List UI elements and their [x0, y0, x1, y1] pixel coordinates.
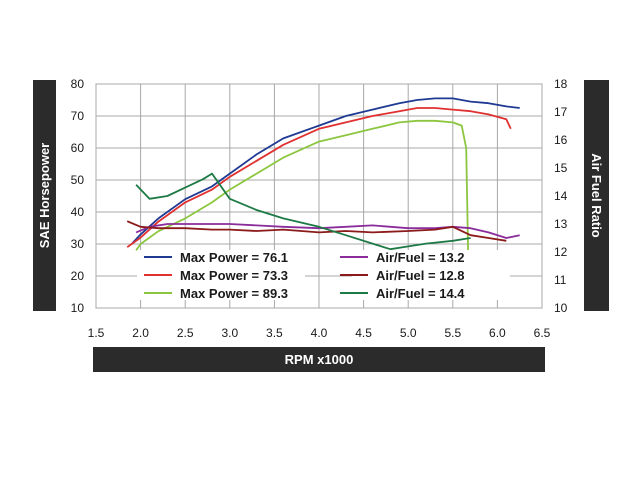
legend-label-5: Air/Fuel = 12.8 — [376, 268, 465, 283]
y-tick-label: 80 — [71, 77, 85, 91]
y2-tick-label: 17 — [554, 105, 568, 119]
x-tick-label: 5.0 — [400, 326, 417, 340]
legend-label-4: Air/Fuel = 13.2 — [376, 250, 465, 265]
series-line-5 — [126, 220, 507, 242]
series-line-3 — [135, 119, 470, 296]
legend-label-6: Air/Fuel = 14.4 — [376, 286, 465, 301]
right-axis-ticks: 10 11 12 13 14 15 16 17 18 — [554, 77, 568, 315]
x-tick-label: 4.0 — [311, 326, 328, 340]
x-axis-label: RPM x1000 — [284, 352, 354, 367]
y2-tick-label: 18 — [554, 77, 568, 91]
y-tick-label: 30 — [71, 237, 85, 251]
y-tick-label: 50 — [71, 173, 85, 187]
legend-label-2: Max Power = 73.3 — [180, 268, 288, 283]
x-tick-label: 6.0 — [489, 326, 506, 340]
x-tick-label: 2.0 — [132, 326, 149, 340]
y2-tick-label: 10 — [554, 301, 568, 315]
y-axis-label-band: SAE Horsepower — [33, 80, 56, 311]
series-line-4 — [135, 223, 520, 239]
y2-tick-label: 15 — [554, 161, 568, 175]
series-line-2 — [126, 107, 512, 248]
y-tick-label: 20 — [71, 269, 85, 283]
y2-tick-label: 11 — [554, 273, 567, 287]
x-tick-label: 3.5 — [266, 326, 283, 340]
x-tick-label: 1.5 — [88, 326, 105, 340]
series-line-1 — [131, 97, 520, 245]
x-tick-label: 6.5 — [534, 326, 551, 340]
y2-tick-label: 16 — [554, 133, 568, 147]
y2-axis-label: Air Fuel Ratio — [589, 153, 605, 238]
y-tick-label: 60 — [71, 141, 85, 155]
y-tick-label: 40 — [71, 205, 85, 219]
y2-tick-label: 12 — [554, 245, 568, 259]
y2-tick-label: 13 — [554, 217, 568, 231]
y-tick-label: 10 — [71, 301, 85, 315]
x-tick-label: 5.5 — [444, 326, 461, 340]
series-lines — [126, 97, 520, 296]
x-tick-label: 2.5 — [177, 326, 194, 340]
legend: Max Power = 76.1 Max Power = 73.3 Max Powe… — [137, 250, 510, 301]
x-tick-label: 3.0 — [221, 326, 238, 340]
legend-label-3: Max Power = 89.3 — [180, 286, 288, 301]
series-line-6 — [135, 172, 471, 251]
legend-label-1: Max Power = 76.1 — [180, 250, 288, 265]
legend-box-right — [352, 250, 510, 300]
left-axis-ticks: 10 20 30 40 50 60 70 80 — [71, 77, 85, 315]
y2-axis-label-band: Air Fuel Ratio — [584, 80, 609, 311]
y-tick-label: 70 — [71, 109, 85, 123]
x-axis-label-band: RPM x1000 — [93, 347, 545, 372]
x-axis-ticks: 1.5 2.0 2.5 3.0 3.5 4.0 4.5 5.0 5.5 6.0 6.5 — [88, 326, 551, 340]
y2-tick-label: 14 — [554, 189, 568, 203]
y-axis-label: SAE Horsepower — [37, 142, 53, 249]
x-tick-label: 4.5 — [355, 326, 372, 340]
